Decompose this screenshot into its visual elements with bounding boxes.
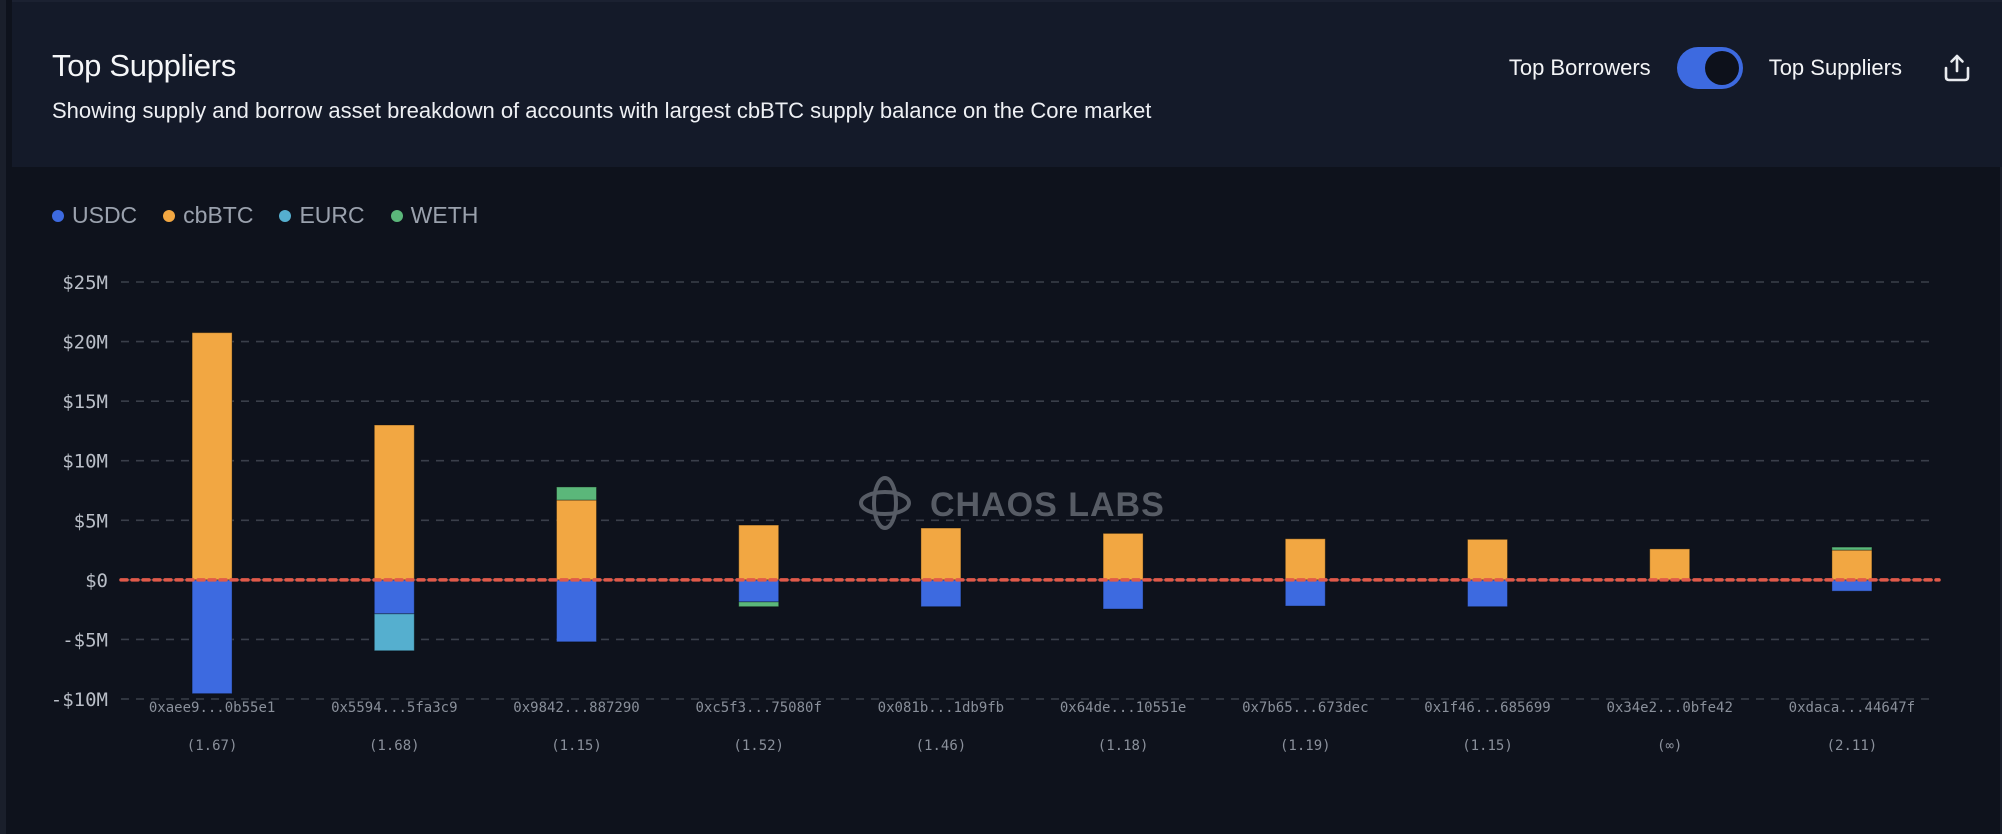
x-tick-address[interactable]: 0xc5f3...75080f <box>695 700 821 716</box>
bar-segment-usdc[interactable] <box>738 579 780 603</box>
bar-segment-cbbtc[interactable] <box>920 527 962 581</box>
y-tick-label: $20M <box>62 332 108 354</box>
x-tick-address[interactable]: 0xdaca...44647f <box>1789 700 1915 716</box>
x-tick-health-factor: (1.46) <box>916 738 967 754</box>
x-tick-address[interactable]: 0x081b...1db9fb <box>878 700 1004 716</box>
legend-label: cbBTC <box>183 202 254 228</box>
legend-dot-cbbtc <box>163 209 176 222</box>
bar-segment-usdc[interactable] <box>920 579 962 608</box>
x-tick-address[interactable]: 0x5594...5fa3c9 <box>331 700 457 716</box>
bar-segment-cbbtc[interactable] <box>191 332 233 581</box>
bar-segment-eurc[interactable] <box>373 613 415 652</box>
legend-item-cbbtc[interactable]: cbBTC <box>163 202 253 229</box>
bar-group[interactable] <box>191 332 233 695</box>
x-tick-health-factor: (1.15) <box>1462 738 1513 754</box>
legend-dot-usdc <box>52 209 64 222</box>
x-tick-address[interactable]: 0x64de...10551e <box>1060 700 1186 716</box>
bar-segment-cbbtc[interactable] <box>738 524 780 581</box>
bar-segment-usdc[interactable] <box>556 579 597 643</box>
x-tick-address[interactable]: 0x1f46...685699 <box>1424 700 1550 716</box>
x-tick-health-factor: (1.68) <box>369 738 420 754</box>
x-tick-health-factor: (1.52) <box>733 738 784 754</box>
bar-segment-cbbtc[interactable] <box>373 424 415 581</box>
legend-dot-eurc <box>279 209 292 222</box>
share-upload-icon <box>1944 54 1970 82</box>
bar-group[interactable] <box>920 527 962 608</box>
bar-group[interactable] <box>556 486 597 643</box>
x-tick-health-factor: (1.18) <box>1098 738 1149 754</box>
x-tick-address[interactable]: 0x9842...887290 <box>513 700 639 716</box>
bar-group[interactable] <box>1102 532 1144 610</box>
bar-group[interactable] <box>373 424 415 652</box>
chart-subtitle: Showing supply and borrow asset breakdow… <box>52 98 1152 123</box>
y-tick-label: $10M <box>62 451 108 473</box>
bar-segment-usdc[interactable] <box>191 579 233 695</box>
share-button[interactable] <box>1940 51 1974 85</box>
watermark-text: CHAOS LABS <box>930 486 1165 524</box>
bar-segment-cbbtc[interactable] <box>1649 548 1691 581</box>
legend-dot-weth <box>390 209 403 222</box>
x-tick-address[interactable]: 0x7b65...673dec <box>1242 700 1368 716</box>
toggle-label-top-borrowers[interactable]: Top Borrowers <box>1508 55 1651 80</box>
legend-label: USDC <box>72 202 138 228</box>
bar-segment-weth[interactable] <box>556 486 597 501</box>
y-tick-label: $5M <box>74 510 108 532</box>
x-tick-health-factor: (1.15) <box>551 738 602 754</box>
bar-segment-usdc[interactable] <box>1102 579 1144 610</box>
x-tick-health-factor: (1.67) <box>187 738 238 754</box>
bar-group[interactable] <box>1284 538 1326 607</box>
bar-group[interactable] <box>1831 546 1873 592</box>
x-tick-address[interactable]: 0xaee9...0b55e1 <box>149 700 275 716</box>
bar-segment-usdc[interactable] <box>1284 579 1326 607</box>
bar-segment-cbbtc[interactable] <box>1102 532 1144 581</box>
bar-segment-cbbtc[interactable] <box>556 499 597 581</box>
bar-segment-cbbtc[interactable] <box>1284 538 1326 581</box>
bar-segment-usdc[interactable] <box>1467 579 1508 608</box>
borrowers-suppliers-toggle[interactable] <box>1676 47 1743 89</box>
chart-legend: USDC cbBTC EURC WETH <box>52 202 478 229</box>
x-tick-health-factor: (2.11) <box>1827 738 1878 754</box>
bar-segment-weth[interactable] <box>738 601 780 608</box>
toggle-knob <box>1704 51 1739 85</box>
watermark: CHAOS LABS <box>859 476 1165 530</box>
legend-item-usdc[interactable]: USDC <box>52 202 137 229</box>
legend-item-weth[interactable]: WETH <box>390 202 479 229</box>
bar-group[interactable] <box>1467 538 1508 608</box>
page-title: Top Suppliers <box>52 48 236 83</box>
y-tick-label: -$5M <box>62 629 108 651</box>
card-header: Top Suppliers Showing supply and borrow … <box>12 0 2002 167</box>
x-axis-labels: 0xaee9...0b55e1 (1.67) 0x5594...5fa3c9 (1.6… <box>149 700 1915 754</box>
toggle-label-top-suppliers[interactable]: Top Suppliers <box>1768 55 1902 80</box>
x-tick-health-factor: (1.19) <box>1280 738 1331 754</box>
x-tick-address[interactable]: 0x34e2...0bfe42 <box>1606 700 1732 716</box>
bar-segment-weth[interactable] <box>1831 546 1873 551</box>
y-tick-label: -$10M <box>51 689 108 711</box>
bar-segment-cbbtc[interactable] <box>1831 549 1873 581</box>
header-controls: Top Borrowers Top Suppliers <box>1509 47 1974 89</box>
y-axis-ticks: $25M $20M $15M $10M $5M $0 -$5M -$10M <box>51 272 108 711</box>
legend-label: EURC <box>299 202 365 228</box>
y-tick-label: $15M <box>62 391 108 413</box>
chaos-labs-logo-icon <box>859 476 911 530</box>
bars <box>191 332 1873 695</box>
bar-segment-cbbtc[interactable] <box>1467 538 1508 581</box>
y-tick-label: $0 <box>85 570 108 592</box>
y-tick-label: $25M <box>62 272 108 294</box>
bar-segment-usdc[interactable] <box>373 579 415 615</box>
legend-item-eurc[interactable]: EURC <box>279 202 365 229</box>
legend-label: WETH <box>410 202 479 228</box>
bar-group[interactable] <box>738 524 780 608</box>
bar-group[interactable] <box>1649 548 1691 581</box>
x-tick-health-factor: (∞) <box>1657 738 1682 754</box>
